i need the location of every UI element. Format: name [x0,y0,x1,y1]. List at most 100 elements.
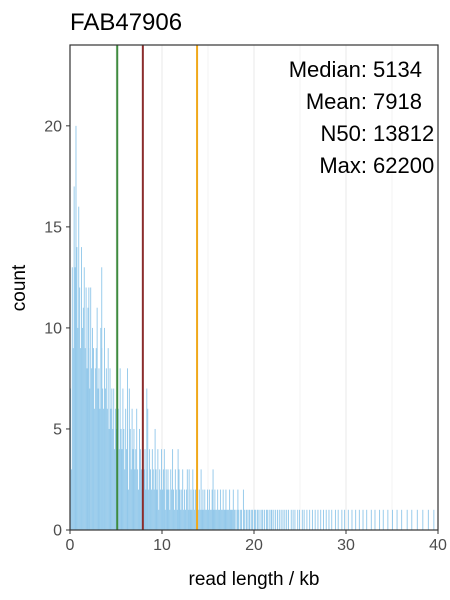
histogram-bar [84,348,86,530]
histogram-bar [125,408,127,530]
histogram-bar [219,489,221,530]
histogram-bar [246,509,248,530]
histogram-bar [328,509,330,530]
histogram-bar [416,509,418,530]
histogram-bar [199,509,201,530]
histogram-bar [179,489,181,530]
histogram-bar [309,509,311,530]
histogram-bar [144,449,146,530]
histogram-bar [166,489,168,530]
histogram-bar [106,408,108,530]
histogram-bar [93,408,95,530]
histogram-bar [164,509,166,530]
histogram-bar [159,469,161,530]
histogram-bar [91,368,93,530]
histogram-bar [401,509,403,530]
histogram-bar [182,469,184,530]
histogram-bar [132,449,134,530]
histogram-bar [188,469,190,530]
histogram-bar [171,489,173,530]
histogram-bar [143,469,145,530]
histogram-bar [117,408,119,530]
histogram-bar [156,489,158,530]
histogram-bar [213,509,215,530]
histogram-bar [201,509,203,530]
histogram-bar [174,469,176,530]
histogram-bar [325,509,327,530]
histogram-bar [202,489,204,530]
histogram-bar [77,327,79,530]
histogram-bar [288,509,289,530]
histogram-bar [122,388,124,530]
histogram-bar [93,348,94,530]
histogram-bar [170,469,172,530]
histogram-bar [355,509,357,530]
histogram-bar [222,489,224,530]
histogram-bar [297,509,299,530]
histogram-bar [152,469,154,530]
histogram-bar [331,509,333,530]
histogram-bar [231,509,233,530]
histogram-bar [81,327,83,530]
histogram-bar [251,509,253,530]
histogram-bar [138,489,139,530]
histogram-bar [100,327,102,530]
histogram-bar [131,408,133,530]
histogram-bar [306,509,308,530]
histogram-bar [173,509,175,530]
histogram-bar [299,509,300,530]
histogram-bar [344,509,346,530]
histogram-bar [73,186,75,531]
stat-label: Median: [289,57,367,82]
histogram-bar [181,489,183,530]
histogram-bar [94,368,96,530]
histogram-bar [232,489,234,530]
histogram-bar [261,509,263,530]
y-axis: 0 5 10 15 20 [44,118,70,540]
chart-title: FAB47906 [70,9,182,36]
histogram-bar [243,509,245,530]
histogram-bar [195,489,197,530]
histogram-bar [286,509,288,530]
histogram-bar [149,449,151,530]
histogram-bar [273,509,275,530]
histogram-bar [209,509,211,530]
histogram-bar [136,408,138,530]
y-tick-label: 20 [44,118,62,135]
histogram-bar [387,509,389,530]
histogram-bar [169,509,171,530]
histogram-bar [290,509,292,530]
histogram-bar [145,489,147,530]
histogram-bar [120,428,122,530]
histogram-bar [190,489,192,530]
histogram-bar [396,509,398,530]
histogram-bar [211,489,213,530]
histogram-bar [162,489,163,530]
histogram-bar [264,509,266,530]
histogram-bar [115,408,116,530]
histogram-bar [238,509,240,530]
histogram-bar [178,469,180,530]
histogram-bar [433,509,435,530]
histogram-bar [151,449,153,530]
histogram-bar [362,509,364,530]
histogram-bar [218,509,220,530]
histogram-bar [92,327,93,530]
histogram-bar [133,428,135,530]
histogram-bar [147,408,149,530]
histogram-bar [83,267,85,530]
histogram-bar [379,509,381,530]
histogram-bar [114,449,116,530]
histogram-bar [320,509,322,530]
histogram-bar [96,307,98,530]
histogram-bar [242,489,244,530]
histogram-bar [80,348,82,530]
histogram-bar [102,388,104,530]
histogram-bar [303,509,305,530]
histogram-bar [150,489,152,530]
histogram-bar [271,509,273,530]
histogram-bar [71,267,73,530]
histogram-bar [241,509,243,530]
y-axis-title: count [9,264,30,311]
